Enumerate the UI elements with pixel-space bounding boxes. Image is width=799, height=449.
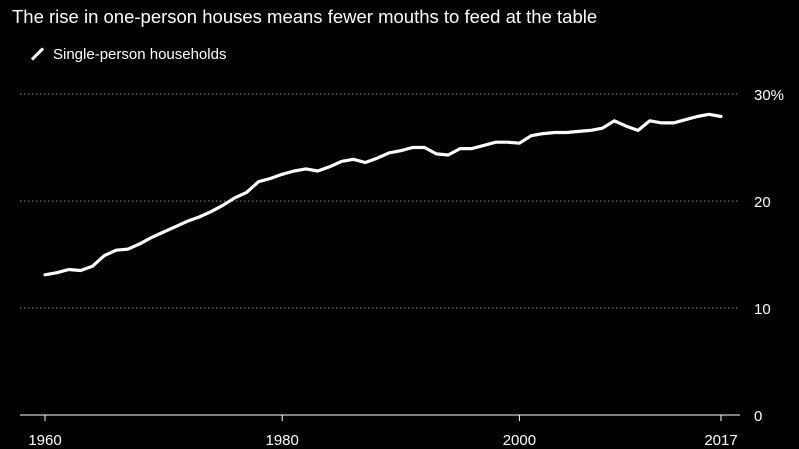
y-axis-labels: 0 10 20 30%	[754, 87, 784, 425]
grid-layer	[20, 93, 740, 309]
y-tick-label: 30%	[754, 87, 784, 104]
x-axis-ticks: 1960 1980 2000 2017	[28, 415, 738, 449]
x-tick-label: 2000	[503, 432, 536, 449]
y-tick-label: 10	[754, 301, 771, 318]
series-layer	[43, 112, 723, 277]
y-tick-label: 20	[754, 194, 771, 211]
chart-title: The rise in one-person houses means fewe…	[12, 6, 598, 27]
x-tick-label: 1980	[266, 432, 299, 449]
chart-legend: Single-person households	[30, 44, 226, 64]
series-line-single-person-households	[43, 112, 723, 277]
x-tick-label: 2017	[704, 432, 737, 449]
legend-label: Single-person households	[53, 45, 227, 63]
y-tick-label: 0	[754, 408, 762, 425]
x-tick-label: 1960	[28, 432, 61, 449]
